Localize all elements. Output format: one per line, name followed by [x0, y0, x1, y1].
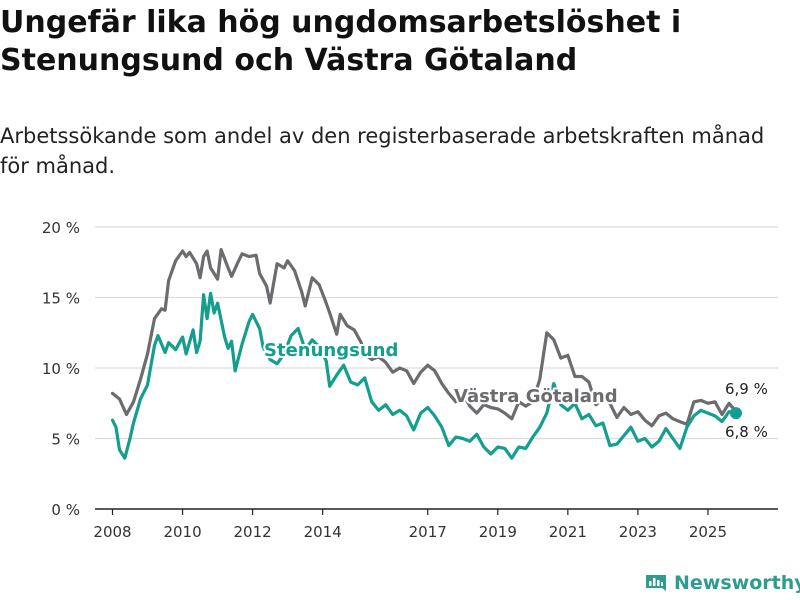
stenungsund-line — [110, 291, 738, 460]
x-tick-label: 2014 — [304, 523, 342, 541]
chart-subtitle: Arbetssökande som andel av den registerb… — [0, 124, 765, 178]
x-tick-label: 2021 — [549, 523, 587, 541]
x-tick-label: 2023 — [619, 523, 657, 541]
x-tick-label: 2025 — [689, 523, 727, 541]
grid-layer — [95, 226, 778, 440]
brand-name: Newsworthy — [674, 572, 800, 594]
label-layer: Stenungsund Västra Götaland 6,9 % 6,8 % — [262, 338, 769, 443]
stenungsund-end-point — [729, 407, 742, 420]
vastra-gotaland-end-label: 6,9 % — [725, 380, 768, 398]
axis-layer: 0 % 5 % 10 % 15 % 20 % 2008 2010 2012 2014 2017 20… — [42, 219, 778, 541]
y-tick-label: 10 % — [42, 360, 80, 378]
newsworthy-logo-icon — [646, 575, 666, 591]
vastra-gotaland-series-label: Västra Götaland — [454, 386, 618, 407]
x-tick-label: 2017 — [409, 523, 447, 541]
x-tick-label: 2012 — [234, 523, 272, 541]
y-tick-label: 5 % — [51, 431, 80, 449]
series-layer — [110, 248, 742, 460]
y-tick-label: 20 % — [42, 219, 80, 237]
x-tick-label: 2010 — [163, 523, 201, 541]
y-tick-label: 0 % — [51, 501, 80, 519]
x-tick-label: 2019 — [479, 523, 517, 541]
chart-title: Ungefär lika hög ungdomsarbetslöshet i S… — [0, 5, 682, 78]
brand-logo[interactable]: Newsworthy — [644, 568, 800, 598]
y-tick-label: 15 % — [42, 290, 80, 308]
x-tick-label: 2008 — [93, 523, 131, 541]
vastra-gotaland-line — [110, 248, 738, 428]
stenungsund-end-label: 6,8 % — [725, 423, 768, 441]
stenungsund-series-label: Stenungsund — [264, 340, 398, 361]
